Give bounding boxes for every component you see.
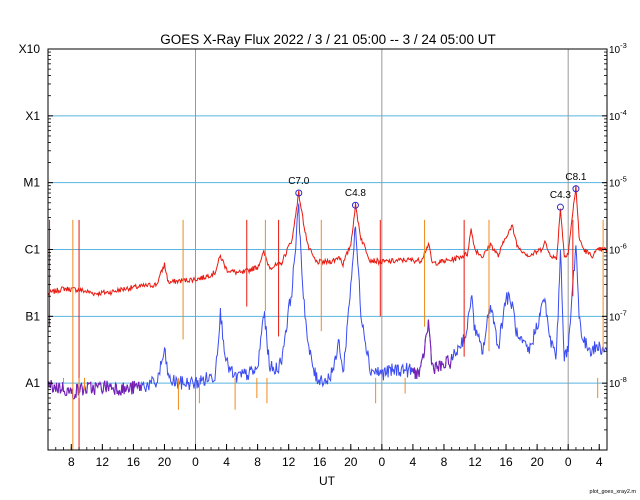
left-axis-label-1: X1 [25, 109, 40, 123]
flux-series [47, 185, 608, 450]
x-tick-label-16: 0 [565, 455, 572, 469]
x-tick-label-8: 16 [313, 455, 327, 469]
x-axis-label: UT [319, 474, 336, 488]
left-axis-label-2: M1 [23, 176, 40, 190]
right-axis-label-1: 10-4 [609, 108, 627, 123]
x-tick-label-14: 16 [499, 455, 513, 469]
chart-title: GOES X-Ray Flux 2022 / 3 / 21 05:00 -- 3… [160, 32, 495, 47]
flare-label-0: C7.0 [288, 176, 310, 187]
x-tick-label-4: 0 [192, 455, 199, 469]
x-tick-label-7: 12 [282, 455, 296, 469]
flare-label-1: C4.8 [345, 188, 367, 199]
left-axis-label-0: X10 [19, 42, 41, 56]
right-axis-label-0: 10-3 [609, 41, 627, 56]
left-axis-label-5: A1 [25, 376, 40, 390]
right-axis-label-3: 10-6 [609, 242, 627, 257]
flare-marker-1 [351, 201, 359, 209]
gridlines [48, 115, 607, 384]
x-tick-label-9: 20 [344, 455, 358, 469]
x-tick-label-3: 20 [158, 455, 172, 469]
right-axis-label-2: 10-5 [609, 175, 627, 190]
x-tick-label-0: 8 [68, 455, 75, 469]
x-tick-label-13: 12 [468, 455, 482, 469]
flare-marker-2 [556, 203, 564, 211]
series-short [47, 203, 608, 400]
x-tick-label-1: 12 [96, 455, 110, 469]
left-axis-label-3: C1 [25, 243, 41, 257]
left-axis-label-4: B1 [25, 309, 40, 323]
x-tick-label-12: 8 [441, 455, 448, 469]
flare-label-2: C4.3 [550, 190, 572, 201]
x-tick-label-10: 0 [379, 455, 386, 469]
x-tick-label-2: 16 [127, 455, 141, 469]
x-tick-label-6: 8 [254, 455, 261, 469]
series-short-overlap [47, 380, 142, 400]
right-axis-label-4: 10-7 [609, 308, 627, 323]
credit-text: plot_goes_xray2.m [590, 489, 637, 495]
series-short-overlap [412, 319, 453, 379]
x-tick-label-17: 4 [596, 455, 603, 469]
x-tick-label-15: 20 [530, 455, 544, 469]
axes: X10 X1 M1 C1 B1 A1 10-3 10-4 10-5 10-6 10-7 10-8 8 12… [19, 41, 627, 469]
right-axis-label-5: 10-8 [609, 375, 627, 390]
flare-annotations: C7.0 C4.8 C4.3 C8.1 [288, 172, 587, 211]
x-tick-label-11: 4 [410, 455, 417, 469]
x-tick-label-5: 4 [223, 455, 230, 469]
flare-label-3: C8.1 [565, 172, 587, 183]
series-long [47, 185, 608, 298]
flare-marker-3 [572, 185, 580, 193]
flare-marker-0 [295, 189, 303, 197]
